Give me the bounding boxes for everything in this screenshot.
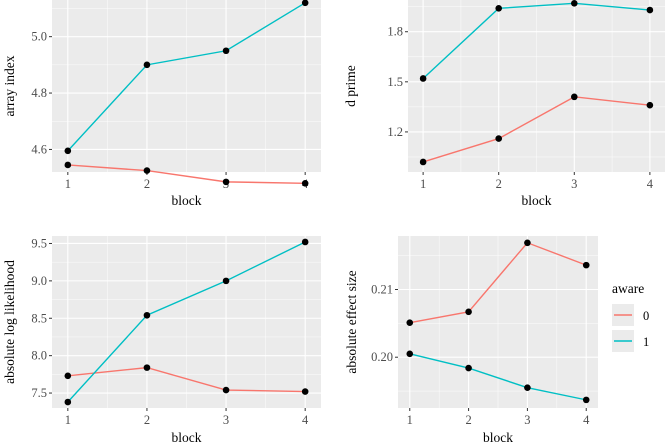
series-line-aware-1 (67, 2, 306, 152)
x-tick-label: 3 (223, 413, 229, 427)
y-tick-label: 8.0 (31, 349, 47, 363)
x-tick-label: 2 (465, 413, 471, 427)
y-axis-title: array index (2, 55, 17, 116)
x-tick-label: 4 (302, 413, 309, 427)
y-tick-label: 8.5 (31, 311, 47, 325)
x-tick-label: 3 (524, 413, 530, 427)
y-tick-label: 0.21 (371, 282, 393, 296)
data-point-aware-1-block-3 (222, 47, 230, 55)
data-point-aware-0-block-2 (143, 364, 151, 371)
data-point-aware-1-block-2 (465, 364, 472, 372)
data-point-aware-1-block-1 (406, 350, 414, 358)
y-tick-label: 9.0 (31, 274, 47, 288)
legend-label-1: 1 (643, 335, 649, 349)
y-tick-label: 9.5 (31, 236, 47, 250)
data-point-aware-0-block-2 (143, 167, 151, 174)
data-point-aware-1-block-4 (301, 0, 309, 7)
series-line-aware-1 (409, 353, 587, 401)
y-tick-label: 4.8 (31, 86, 47, 100)
x-axis-title: block (483, 430, 513, 445)
panel-2: 1.2 1.5 1.8 1 2 3 4 block d prime (343, 0, 665, 208)
x-tick-label: 2 (496, 177, 502, 191)
data-point-aware-0-block-3 (570, 93, 578, 101)
y-axis-title: absolute effect size (344, 270, 359, 373)
data-point-aware-0-block-4 (582, 261, 590, 269)
data-point-aware-0-block-1 (64, 161, 72, 169)
data-point-aware-0-block-2 (465, 308, 472, 316)
data-point-aware-0-block-1 (406, 319, 414, 326)
data-point-aware-1-block-1 (419, 75, 427, 82)
x-tick-label: 2 (144, 413, 150, 427)
series-line-aware-0 (409, 241, 587, 324)
legend-title: aware (612, 281, 644, 296)
legend-label-0: 0 (643, 309, 649, 323)
x-tick-label: 4 (583, 413, 590, 427)
data-point-aware-1-block-4 (646, 6, 654, 14)
x-tick-label: 3 (571, 177, 577, 191)
data-point-aware-0-block-4 (301, 388, 309, 395)
data-point-aware-0-block-1 (64, 372, 72, 380)
x-tick-label: 4 (647, 177, 654, 191)
y-tick-label: 7.5 (31, 386, 47, 400)
data-point-aware-1-block-3 (222, 277, 230, 285)
data-point-aware-1-block-4 (582, 396, 590, 404)
y-tick-label: 1.5 (387, 75, 403, 89)
x-tick-label: 1 (65, 177, 71, 191)
panel-3: 7.5 8.0 8.5 9.0 9.5 1 2 3 4 block absolute log lik… (2, 236, 321, 445)
data-point-aware-1-block-2 (143, 311, 151, 319)
y-tick-label: 0.20 (371, 350, 393, 364)
data-point-aware-0-block-1 (419, 158, 427, 166)
data-point-aware-0-block-4 (301, 179, 309, 187)
y-tick-label: 1.8 (387, 25, 403, 39)
y-tick-label: 4.6 (31, 142, 47, 156)
data-point-aware-0-block-3 (524, 239, 531, 247)
data-point-aware-1-block-2 (143, 61, 151, 69)
y-axis-title: d prime (343, 65, 358, 107)
data-point-aware-1-block-1 (64, 398, 72, 406)
data-point-aware-1-block-2 (495, 5, 503, 12)
x-axis-title: block (172, 430, 202, 445)
x-tick-label: 1 (407, 413, 413, 427)
series-line-aware-1 (422, 2, 650, 79)
data-point-aware-1-block-3 (570, 0, 578, 7)
data-point-aware-0-block-3 (222, 178, 230, 186)
x-tick-label: 2 (144, 177, 150, 191)
y-tick-label: 5.0 (31, 30, 47, 44)
x-axis-title: block (172, 193, 202, 208)
data-point-aware-1-block-4 (301, 238, 309, 246)
data-point-aware-1-block-3 (524, 384, 531, 391)
legend: aware 0 1 (612, 281, 649, 352)
y-tick-label: 1.2 (387, 125, 403, 139)
series-line-aware-1 (67, 241, 306, 403)
series-line-aware-0 (67, 164, 306, 184)
x-tick-label: 1 (65, 413, 71, 427)
series-line-aware-0 (422, 96, 650, 163)
data-point-aware-0-block-4 (646, 101, 654, 109)
panel-1: 4.64.85.01234blockarray index (2, 0, 321, 208)
y-axis-title: absolute log likelihood (2, 260, 17, 384)
data-point-aware-0-block-3 (222, 386, 230, 394)
x-tick-label: 1 (420, 177, 426, 191)
data-point-aware-1-block-1 (64, 147, 72, 155)
series-line-aware-0 (67, 366, 306, 393)
panel-4: 0.20 0.21 1 2 3 4 block absolute effect size (344, 236, 598, 445)
data-point-aware-0-block-2 (495, 135, 503, 142)
x-axis-title: block (522, 193, 552, 208)
